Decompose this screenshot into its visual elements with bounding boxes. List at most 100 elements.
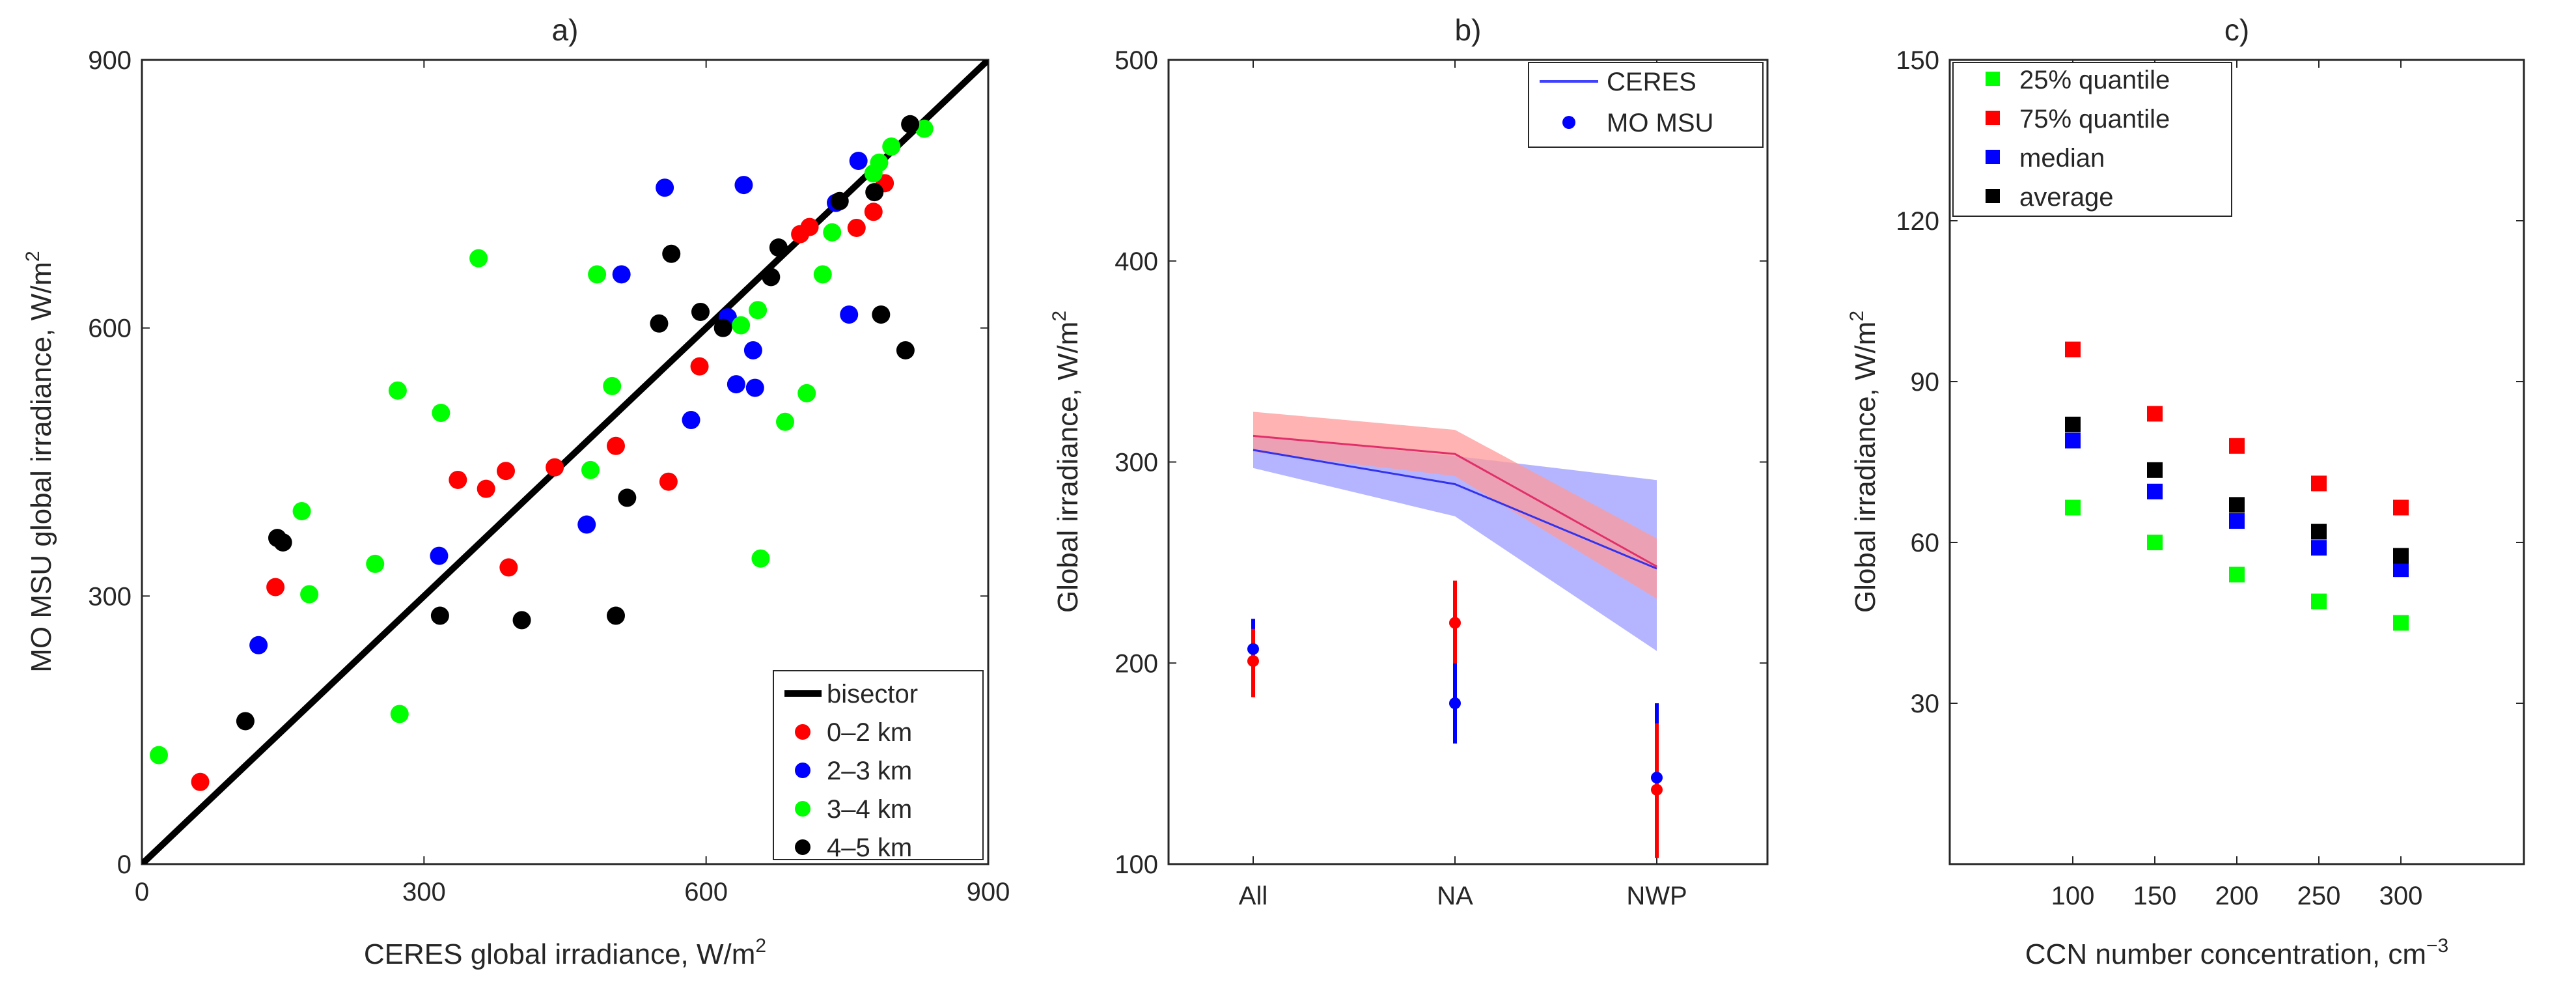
error-point-nwp — [1651, 772, 1663, 784]
legend-3-4km-marker — [795, 801, 810, 817]
point-0-2-km — [499, 558, 518, 577]
marker-median — [2229, 513, 2245, 529]
panel-b-error-points — [1247, 580, 1663, 858]
point-0-2-km — [800, 217, 819, 236]
panel-a-legend: bisector 0–2 km 2–3 km 3–4 km 4–5 km — [773, 670, 984, 862]
point-3-4-km — [749, 301, 768, 320]
c-ytick-label: 90 — [1911, 368, 1940, 397]
point-4-5-km — [691, 302, 710, 321]
a-ytick-label: 600 — [88, 315, 132, 343]
b-xtick-label: All — [1239, 882, 1267, 910]
point-3-4-km — [813, 265, 832, 284]
marker-75-quantile — [2229, 438, 2245, 454]
panel-c-title: c) — [2224, 13, 2249, 47]
panel-c-ticks: 100 150 200 250 300 30 60 90 120 150 — [1896, 46, 2524, 910]
point-3-4-km — [150, 746, 168, 764]
marker-25-quantile — [2229, 567, 2245, 583]
marker-median — [2311, 540, 2327, 556]
b-ytick-label: 100 — [1115, 850, 1158, 879]
marker-75-quantile — [2393, 499, 2409, 516]
marker-average — [2229, 497, 2245, 513]
panel-b-legend: CERES MO MSU — [1528, 62, 1764, 148]
marker-average — [2147, 462, 2163, 478]
panel-b-bands — [1253, 412, 1657, 651]
point-4-5-km — [901, 115, 920, 133]
point-4-5-km — [713, 318, 732, 337]
point-4-5-km — [650, 314, 669, 333]
b-ytick-label: 400 — [1115, 247, 1158, 276]
point-0-2-km — [659, 472, 678, 491]
point-0-2-km — [690, 357, 709, 376]
legend-q25-label: 25% quantile — [2019, 66, 2170, 94]
point-3-4-km — [797, 384, 816, 402]
legend-2-3km-label: 2–3 km — [827, 757, 912, 785]
point-3-4-km — [603, 376, 622, 395]
point-3-4-km — [432, 404, 450, 423]
legend-ceres-label: CERES — [1607, 68, 1697, 96]
point-3-4-km — [581, 460, 600, 479]
legend-momsu-marker — [1562, 116, 1575, 129]
c-ytick-label: 120 — [1896, 207, 1939, 236]
panel-c-xlabel: CCN number concentration, cm−3 — [2025, 935, 2448, 970]
point-0-2-km — [497, 462, 515, 481]
marker-25-quantile — [2311, 593, 2327, 610]
legend-bisector-label: bisector — [827, 680, 918, 708]
point-2-3-km — [577, 515, 596, 534]
c-ytick-label: 150 — [1896, 46, 1939, 75]
point-2-3-km — [249, 636, 268, 654]
marker-75-quantile — [2147, 406, 2163, 422]
a-ytick-label: 0 — [117, 850, 132, 879]
line-mo-msu — [1253, 434, 1657, 568]
error-point-all — [1247, 655, 1259, 667]
point-3-4-km — [751, 549, 770, 568]
point-3-4-km — [823, 223, 842, 242]
a-xtick-label: 900 — [967, 878, 1010, 906]
point-3-4-km — [776, 412, 794, 431]
legend-0-2km-marker — [795, 724, 810, 740]
panel-a-xlabel: CERES global irradiance, W/m2 — [364, 935, 766, 970]
point-0-2-km — [864, 203, 883, 221]
panel-a-points — [150, 115, 934, 791]
point-4-5-km — [762, 268, 781, 287]
point-2-3-km — [849, 152, 868, 171]
c-xtick-label: 150 — [2133, 882, 2177, 910]
point-2-3-km — [430, 546, 449, 565]
legend-2-3km-marker — [795, 763, 810, 778]
c-ytick-label: 60 — [1911, 529, 1940, 557]
legend-momsu-label: MO MSU — [1607, 109, 1713, 137]
a-ytick-label: 900 — [88, 46, 132, 75]
panel-c: c) 100 150 200 250 300 30 60 90 120 150 CCN numbe… — [1846, 13, 2525, 970]
point-4-5-km — [273, 533, 292, 552]
marker-median — [2065, 432, 2081, 449]
legend-q25-marker — [1986, 72, 2000, 86]
panel-c-ylabel: Global irradiance, W/m2 — [1846, 311, 1881, 613]
marker-75-quantile — [2065, 341, 2081, 357]
band-mo-msu — [1253, 412, 1657, 599]
b-ytick-label: 200 — [1115, 649, 1158, 678]
error-point-nwp — [1651, 783, 1663, 796]
point-0-2-km — [449, 470, 467, 489]
legend-average-label: average — [2019, 183, 2114, 212]
c-xtick-label: 100 — [2051, 882, 2095, 910]
panel-a-ticks: 0 300 600 900 0 300 600 900 — [88, 46, 1010, 906]
point-3-4-km — [390, 705, 409, 723]
marker-average — [2065, 416, 2081, 432]
point-2-3-km — [727, 375, 745, 394]
marker-25-quantile — [2393, 615, 2409, 631]
a-xtick-label: 0 — [135, 878, 149, 906]
marker-median — [2147, 483, 2163, 499]
point-4-5-km — [236, 712, 255, 731]
legend-q75-label: 75% quantile — [2019, 105, 2170, 133]
panel-a: a) 0 300 600 900 0 300 600 900 CERES global irr… — [22, 13, 1010, 970]
point-4-5-km — [512, 611, 531, 630]
panel-a-ylabel: MO MSU global irradiance, W/m2 — [22, 251, 57, 673]
b-xtick-label: NA — [1437, 882, 1473, 910]
panel-b-legend-box — [1528, 62, 1764, 148]
point-0-2-km — [546, 458, 564, 477]
legend-4-5km-marker — [795, 839, 810, 855]
point-4-5-km — [865, 183, 884, 202]
marker-average — [2393, 548, 2409, 564]
point-0-2-km — [266, 578, 285, 596]
legend-median-marker — [1986, 150, 2000, 164]
legend-4-5km-label: 4–5 km — [827, 834, 912, 862]
